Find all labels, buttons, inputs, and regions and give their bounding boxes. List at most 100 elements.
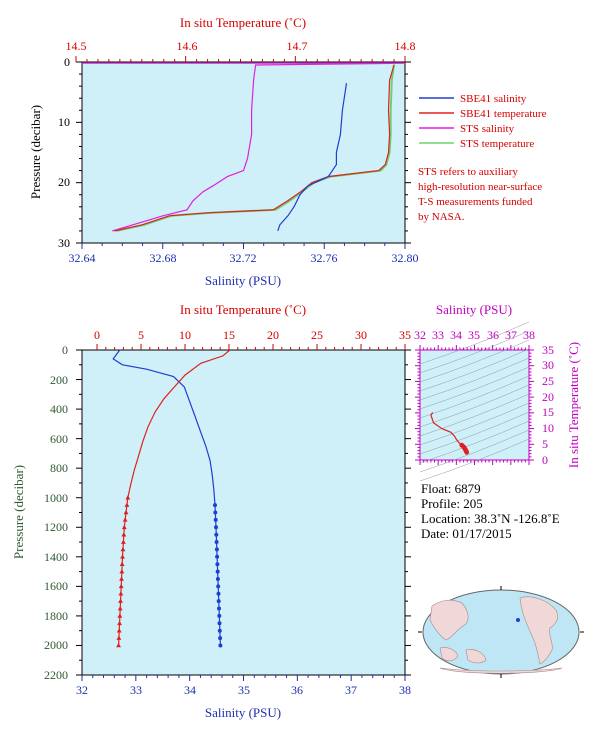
salinity-sample-marker (216, 599, 221, 604)
main-temp-tick-label: 10 (179, 328, 191, 342)
ts-density-contour (419, 357, 530, 401)
ts-density-contour (419, 429, 530, 473)
top-temp-tick-label: 14.7 (287, 39, 308, 53)
ts-sal-tick-label: 36 (487, 328, 499, 342)
note-line: T-S measurements funded (418, 196, 533, 208)
ts-plot-series (430, 412, 470, 455)
map-land (439, 667, 563, 674)
salinity-sample-marker (216, 584, 221, 589)
main-pressure-tick-label: 1000 (44, 491, 68, 505)
salinity-sample-marker (217, 628, 222, 633)
top-pressure-tick-label: 30 (58, 236, 70, 250)
ts-sal-tick-label: 32 (414, 328, 426, 342)
map-land (519, 596, 558, 665)
temperature-sample-marker (119, 561, 125, 567)
main-plot-area (81, 349, 406, 676)
world-map (418, 586, 584, 678)
ts-temperature-axis-label: In situ Temperature (˚C) (566, 342, 581, 468)
salinity-sample-marker (214, 532, 219, 537)
ts-sample-marker (464, 449, 470, 455)
main-temp-tick-label: 30 (355, 328, 367, 342)
top-sal-tick-label: 32.64 (69, 251, 96, 265)
ts-density-contour (419, 393, 530, 437)
ts-temp-tick-label: 25 (542, 374, 554, 388)
temperature-sample-marker (120, 554, 125, 559)
top-plot: In situ Temperature (˚C) 14.5 14.6 14.7 … (28, 15, 547, 288)
series-sbe41-temperature (114, 64, 395, 232)
ts-diagram: Salinity (PSU) 32 33 34 35 36 37 38 35 3… (414, 302, 581, 482)
temperature-sample-marker (117, 613, 123, 618)
salinity-sample-marker (213, 517, 218, 522)
salinity-sample-marker (218, 643, 223, 648)
float-info: Float: 6879 Profile: 205 Location: 38.3˚… (421, 481, 560, 541)
ts-sal-tick-label: 35 (468, 328, 480, 342)
main-sal-tick-label: 35 (238, 683, 250, 697)
temperature-sample-marker (123, 509, 129, 515)
top-plot-legend: SBE41 salinity SBE41 temperature STS sal… (419, 93, 547, 150)
temperature-sample-marker (118, 583, 124, 589)
main-pressure-tick-label: 0 (62, 343, 68, 357)
salinity-sample-marker (214, 540, 219, 544)
top-plot-temperature-axis-label: In situ Temperature (˚C) (180, 15, 306, 30)
temperature-sample-marker (116, 628, 122, 633)
ts-temp-tick-label: 0 (542, 453, 548, 467)
top-plot-pressure-axis-label: Pressure (decibar) (28, 105, 43, 199)
ts-density-contour (419, 330, 530, 374)
top-pressure-tick-label: 10 (58, 115, 70, 129)
ts-temp-tick-label: 10 (542, 421, 554, 435)
temperature-sample-marker (119, 576, 124, 581)
salinity-sample-marker (215, 569, 220, 574)
main-plot-salinity-axis-label: Salinity (PSU) (205, 705, 281, 720)
main-pressure-tick-label: 600 (50, 432, 68, 446)
salinity-sample-marker (218, 636, 223, 641)
temperature-sample-marker (117, 620, 122, 626)
ts-density-contour (419, 321, 530, 365)
ts-sal-tick-label: 33 (432, 328, 444, 342)
profile-date: Date: 01/17/2015 (421, 526, 512, 541)
main-pressure-tick-labels: 0 200 400 600 800 1000 1200 1400 1600 18… (44, 343, 68, 682)
legend-label: SBE41 salinity (460, 93, 527, 105)
series-sts-salinity (82, 62, 406, 232)
sts-note: STS refers to auxiliary high-resolution … (418, 166, 542, 223)
main-sal-tick-label: 37 (345, 683, 357, 697)
salinity-sample-marker (214, 547, 219, 552)
main-sal-tick-label: 36 (291, 683, 303, 697)
ts-density-contour (419, 366, 530, 410)
temperature-sample-marker (119, 568, 125, 574)
legend-label: SBE41 temperature (460, 108, 547, 120)
ts-temp-tick-label: 30 (542, 358, 554, 372)
ts-temp-tick-label: 5 (542, 437, 548, 451)
location: Location: 38.3˚N -126.8˚E (421, 511, 560, 526)
temperature-sample-marker (122, 517, 128, 522)
main-pressure-tick-label: 800 (50, 461, 68, 475)
series-sbe41-salinity (277, 83, 348, 232)
note-line: high-resolution near-surface (418, 181, 542, 193)
ts-sal-tick-label: 34 (450, 328, 462, 342)
temperature-sample-marker (117, 605, 123, 611)
top-pressure-tick-label: 0 (64, 55, 70, 69)
note-line: STS refers to auxiliary (418, 166, 518, 178)
profile-number: Profile: 205 (421, 496, 483, 511)
temperature-sample-marker (121, 524, 127, 530)
salinity-sample-marker (215, 554, 220, 559)
ts-density-contour (419, 420, 530, 464)
map-land (439, 647, 459, 662)
top-plot-ticks (75, 56, 411, 249)
temperature-sample-marker (121, 532, 127, 537)
salinity-sample-marker (217, 613, 222, 618)
salinity-sample-marker (213, 510, 218, 515)
ts-sal-tick-label: 37 (505, 328, 517, 342)
main-plot: In situ Temperature (˚C) 0 5 10 15 20 25… (11, 302, 411, 720)
top-sal-tick-label: 32.80 (392, 251, 419, 265)
top-sal-tick-label: 32.72 (230, 251, 257, 265)
salinity-sample-marker (214, 525, 218, 530)
note-line: by NASA. (418, 211, 465, 223)
main-pressure-tick-label: 1400 (44, 550, 68, 564)
temperature-sample-marker (118, 598, 123, 603)
ts-density-contours (419, 321, 530, 482)
main-temp-tick-label: 0 (94, 328, 100, 342)
ts-temp-tick-label: 20 (542, 390, 554, 404)
ts-plot-ticks (415, 345, 534, 465)
main-plot-pressure-axis-label: Pressure (decibar) (11, 465, 26, 559)
